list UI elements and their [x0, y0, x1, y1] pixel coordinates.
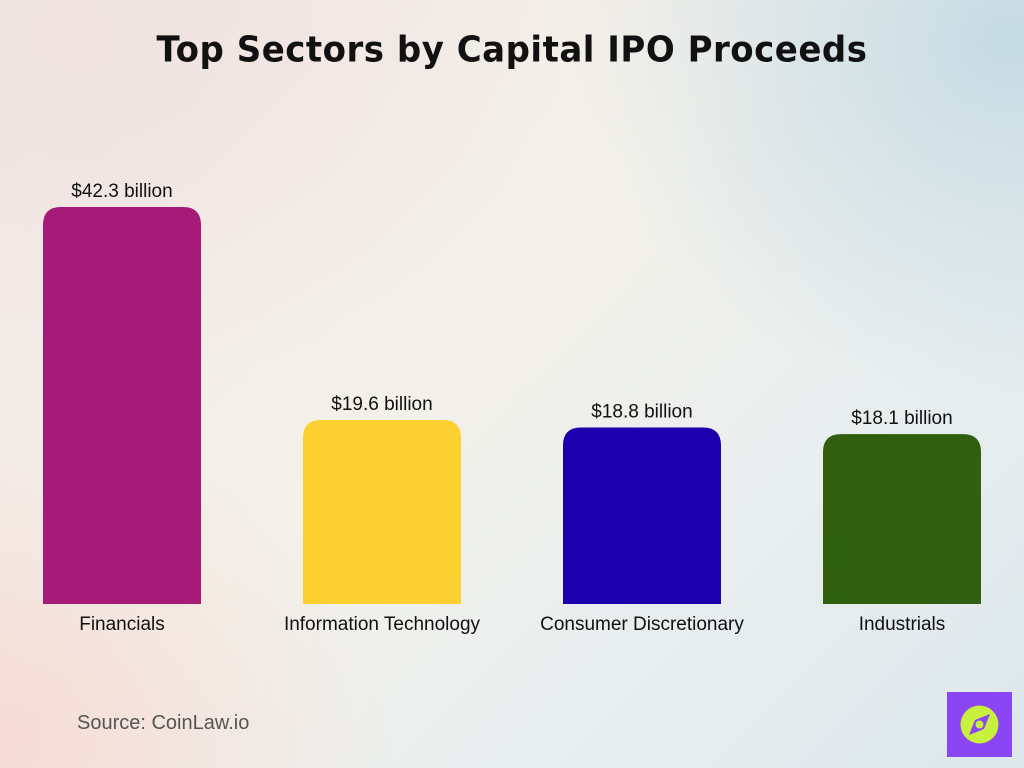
source-note: Source: CoinLaw.io — [77, 712, 250, 734]
bar-value-label: $18.1 billion — [851, 408, 952, 429]
compass-icon — [960, 705, 999, 744]
bar-value-label: $42.3 billion — [71, 181, 172, 202]
chart-title: Top Sectors by Capital IPO Proceeds — [156, 29, 868, 71]
bar-1 — [303, 420, 461, 604]
bar-value-label: $18.8 billion — [591, 402, 692, 423]
category-label: Financials — [79, 614, 165, 635]
bar-group: $42.3 billion Financials $19.6 billion Info… — [43, 181, 981, 635]
bar-3 — [823, 434, 981, 604]
category-label: Consumer Discretionary — [540, 614, 744, 635]
bar-0 — [43, 207, 201, 604]
bar-chart: $42.3 billion Financials $19.6 billion Info… — [43, 181, 981, 635]
bar-value-label: $19.6 billion — [331, 394, 432, 415]
bar-2 — [563, 427, 721, 604]
brand-logo — [947, 692, 1012, 757]
category-label: Information Technology — [284, 614, 481, 635]
category-label: Industrials — [859, 614, 946, 635]
